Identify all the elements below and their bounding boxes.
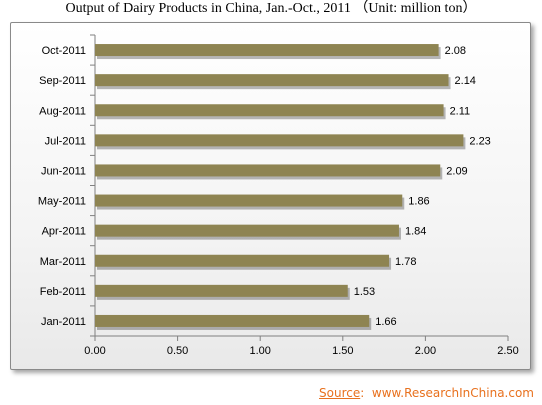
data-label: 2.23 — [469, 135, 490, 147]
bar — [95, 254, 390, 267]
data-label: 1.84 — [405, 226, 426, 238]
y-tick-label: Jun-2011 — [41, 165, 86, 177]
y-tick-label: May-2011 — [38, 196, 86, 208]
bar — [95, 164, 441, 177]
y-tick-label: Sep-2011 — [39, 75, 86, 87]
bar — [95, 74, 449, 87]
x-tick-label: 1.00 — [249, 345, 270, 357]
source-note: Source: www.ResearchInChina.com — [319, 386, 534, 400]
x-tick-label: 0.00 — [84, 345, 105, 357]
source-label: Source — [319, 386, 361, 400]
bar — [95, 104, 444, 117]
y-tick-label: Jan-2011 — [41, 316, 86, 328]
x-tick-label: 2.50 — [497, 345, 518, 357]
y-tick-label: Aug-2011 — [39, 105, 86, 117]
data-label: 1.53 — [354, 286, 375, 298]
x-tick-label: 2.00 — [415, 345, 436, 357]
data-label: 1.78 — [395, 256, 416, 268]
data-label: 2.09 — [446, 165, 467, 177]
bar — [95, 44, 439, 57]
y-tick-label: Jul-2011 — [45, 135, 86, 147]
y-tick-label: Apr-2011 — [42, 226, 86, 238]
x-tick-label: 1.50 — [332, 345, 353, 357]
bar — [95, 314, 370, 327]
data-label: 2.14 — [455, 75, 476, 87]
data-label: 2.08 — [445, 45, 466, 57]
bar — [95, 194, 403, 207]
chart-title: Output of Dairy Products in China, Jan.-… — [65, 1, 477, 16]
bar — [95, 284, 348, 297]
bar — [95, 224, 399, 237]
y-tick-label: Feb-2011 — [40, 286, 86, 298]
source-url[interactable]: www.ResearchInChina.com — [371, 386, 534, 400]
data-label: 1.66 — [375, 316, 396, 328]
y-tick-label: Mar-2011 — [40, 256, 86, 268]
data-label: 1.86 — [408, 196, 429, 208]
source-separator: : — [360, 386, 365, 400]
x-tick-label: 0.50 — [167, 345, 188, 357]
bar — [95, 134, 464, 147]
y-tick-label: Oct-2011 — [42, 45, 86, 57]
data-label: 2.11 — [450, 105, 471, 117]
